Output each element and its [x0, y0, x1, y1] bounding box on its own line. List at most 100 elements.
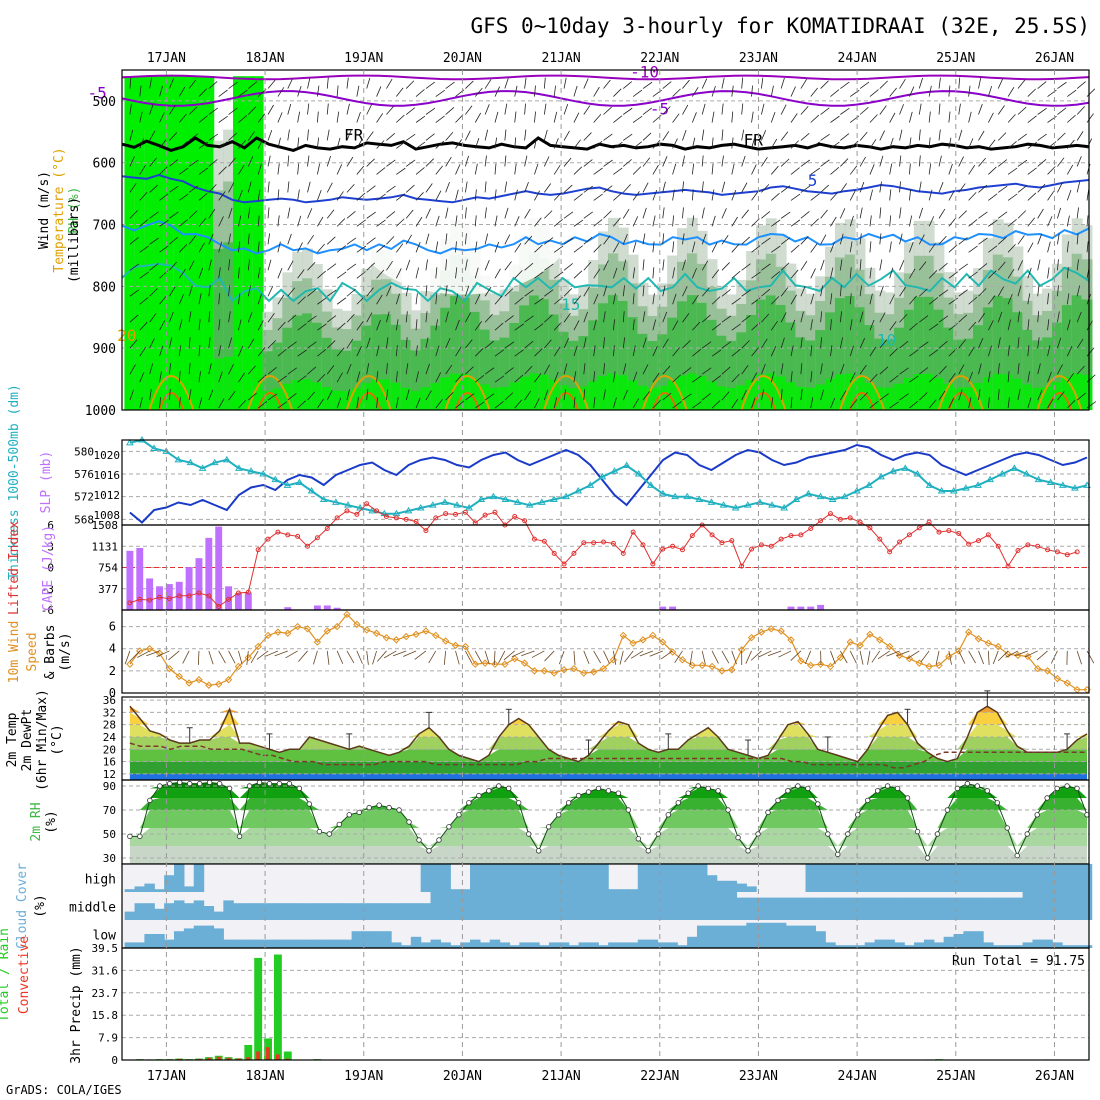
wind-barb	[741, 129, 745, 141]
panel-label: (%)	[44, 810, 59, 833]
surface-wind-barb	[660, 650, 673, 660]
wind-barb	[919, 315, 929, 323]
wind-barb	[672, 293, 677, 305]
precip-total-bar	[244, 1044, 253, 1060]
rh-band	[519, 305, 531, 410]
wind-barb	[514, 216, 520, 227]
wind-barb	[346, 313, 355, 323]
thickness-point	[428, 501, 437, 508]
wind-barb	[514, 349, 524, 357]
rh-band	[627, 317, 639, 410]
surface-wind-barb	[593, 650, 601, 664]
rh-point	[436, 837, 442, 843]
wind-barb	[366, 312, 373, 323]
surface-wind-barb	[1014, 650, 1028, 657]
wind-barb	[464, 207, 467, 219]
surface-wind-barb	[612, 650, 617, 665]
wind-barb	[1007, 219, 1017, 227]
wind-barb	[1017, 159, 1028, 167]
rh-point	[645, 848, 652, 854]
thickness-point	[646, 481, 655, 488]
wind-barb	[968, 192, 977, 201]
wind-barb	[751, 164, 757, 175]
wind-barb	[287, 287, 296, 297]
cloud-bar-high	[677, 864, 688, 892]
cloud-bar-high	[154, 889, 165, 892]
li-point	[995, 543, 1001, 549]
li-point	[462, 509, 468, 515]
wind-barb	[988, 193, 998, 201]
wind-barb	[701, 129, 705, 141]
surface-wind-barb	[603, 650, 610, 664]
wind-barb	[465, 312, 471, 323]
thickness-point	[998, 470, 1007, 477]
rh-band	[884, 387, 896, 410]
li-point	[314, 535, 320, 541]
wind-barb	[465, 130, 471, 141]
wind-barb	[672, 163, 677, 175]
wind-barb	[839, 208, 846, 219]
wind-barb	[168, 337, 173, 349]
wind-point	[826, 662, 835, 671]
cloud-bar-low	[815, 931, 826, 948]
li-point	[216, 603, 222, 609]
wind-barb	[938, 77, 941, 89]
rh-point	[446, 824, 452, 830]
wind-barb	[474, 215, 477, 227]
wind-barb	[682, 313, 690, 323]
wind-barb	[464, 259, 468, 271]
wind-barb	[553, 138, 559, 149]
wind-barb	[928, 216, 935, 227]
rh-band	[696, 375, 708, 410]
wind-barb	[830, 345, 833, 357]
thickness-point	[768, 501, 776, 508]
wind-barb	[524, 262, 534, 271]
rh-band	[667, 380, 679, 410]
wind-barb	[1027, 242, 1034, 253]
cloud-bar-low	[618, 942, 629, 948]
day-label-bottom: 23JAN	[739, 1069, 778, 1084]
cloud-bar-middle	[400, 903, 412, 920]
wind-tick-label: 0	[109, 686, 116, 700]
rh-band	[129, 782, 1088, 789]
wind-point	[708, 662, 716, 671]
wind-barb	[583, 363, 586, 375]
wind-barb	[889, 189, 892, 201]
wind-barb	[524, 235, 533, 245]
wind-barb	[149, 157, 157, 167]
li-point	[383, 514, 389, 519]
thickness-point	[937, 487, 946, 494]
wind-barb	[228, 233, 231, 245]
rh-point	[525, 831, 532, 837]
wind-barb	[376, 371, 379, 383]
cloud-bar-high	[499, 864, 511, 892]
cloud-bar-middle	[874, 897, 886, 920]
rh-band	[903, 309, 915, 410]
thickness-point	[186, 458, 195, 466]
day-axis-top: 17JAN 18JAN 19JAN 20JAN 21JAN 22JAN 23JAN 24JAN…	[147, 51, 1074, 66]
wind-barb	[859, 285, 863, 297]
wind-barb	[1027, 217, 1036, 227]
surface-wind-barb	[778, 650, 792, 658]
wind-barb	[317, 373, 326, 383]
wind-barb	[257, 320, 264, 331]
wind-barb	[938, 103, 941, 115]
cloud-bar-high	[608, 889, 619, 892]
wind-barb	[810, 218, 819, 227]
wind-barb	[672, 374, 682, 383]
rh-band	[677, 301, 688, 410]
rh-band	[1012, 378, 1024, 410]
wind-barb	[455, 267, 458, 279]
wind-barb	[899, 78, 906, 89]
wind-barb	[198, 217, 207, 227]
wind-barb	[879, 366, 889, 375]
wind-barb	[474, 321, 482, 331]
wind-point	[777, 627, 785, 635]
rh-band	[953, 339, 965, 410]
wind-point	[471, 660, 479, 668]
wind-barb	[238, 345, 244, 357]
wind-barb	[839, 390, 847, 401]
wind-barb	[297, 189, 300, 201]
wind-barb	[326, 390, 333, 401]
wind-barb	[662, 207, 665, 219]
